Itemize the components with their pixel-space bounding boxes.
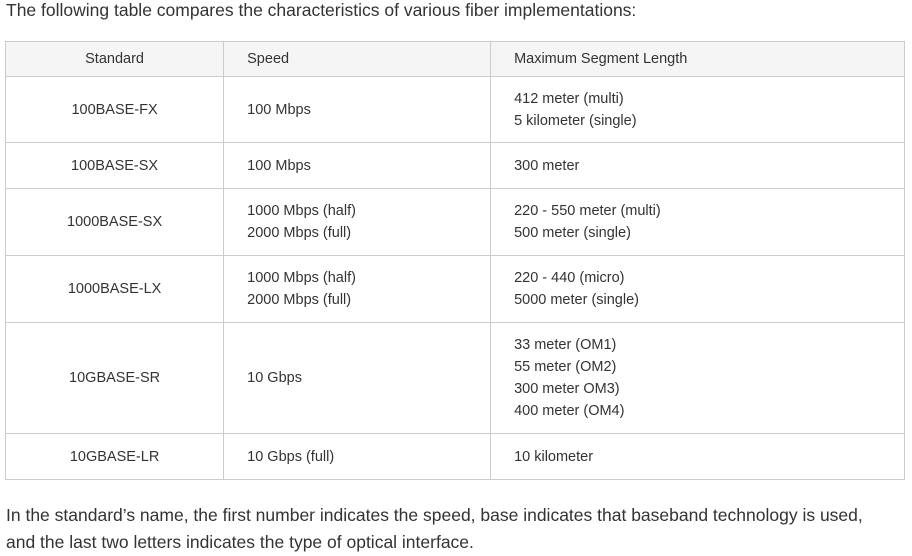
table-row: 10GBASE-LR 10 Gbps (full) 10 kilometer [4, 433, 905, 480]
length-line: 10 kilometer [514, 448, 594, 465]
cell-standard: 1000BASE-SX [4, 188, 225, 256]
fiber-comparison-table: Standard Speed Maximum Segment Length 10… [4, 41, 905, 480]
speed-line: 100 Mbps [247, 101, 311, 118]
length-line: 400 meter (OM4) [514, 403, 625, 419]
speed-line: 1000 Mbps (half) [247, 270, 356, 286]
cell-standard: 100BASE-SX [4, 142, 225, 189]
cell-standard: 10GBASE-SR [4, 322, 225, 434]
cell-speed: 1000 Mbps (half) 2000 Mbps (full) [223, 255, 492, 323]
table-body: 100BASE-FX 100 Mbps 412 meter (multi) 5 kil… [4, 76, 905, 480]
table-row: 10GBASE-SR 10 Gbps 33 meter (OM1) 55 meter … [4, 322, 905, 434]
table-row: 100BASE-FX 100 Mbps 412 meter (multi) 5 kil… [4, 76, 905, 143]
speed-line: 100 Mbps [247, 157, 311, 174]
speed-line: 10 Gbps [247, 370, 302, 386]
speed-line: 1000 Mbps (half) [247, 203, 356, 219]
length-line: 500 meter (single) [514, 225, 631, 241]
cell-speed: 100 Mbps [223, 142, 492, 189]
cell-standard: 10GBASE-LR [4, 433, 225, 480]
length-line: 220 - 550 meter (multi) [514, 203, 661, 219]
cell-max-segment-length: 10 kilometer [490, 433, 905, 480]
speed-line: 2000 Mbps (full) [247, 225, 352, 241]
intro-paragraph: The following table compares the charact… [6, 0, 637, 20]
cell-max-segment-length: 33 meter (OM1) 55 meter (OM2) 300 meter OM… [490, 322, 905, 434]
length-line: 33 meter (OM1) [514, 337, 617, 353]
cell-max-segment-length: 300 meter [490, 142, 905, 189]
length-line: 220 - 440 (micro) [514, 270, 625, 286]
cell-speed: 100 Mbps [223, 76, 492, 143]
table-header: Standard Speed Maximum Segment Length [4, 41, 905, 77]
header-max-segment-length: Maximum Segment Length [490, 41, 905, 77]
cell-standard: 100BASE-FX [4, 76, 225, 143]
length-line: 300 meter [514, 157, 580, 174]
speed-line: 10 Gbps (full) [247, 448, 335, 465]
cell-max-segment-length: 412 meter (multi) 5 kilometer (single) [490, 76, 905, 143]
outro-paragraph: In the standard’s name, the first number… [6, 505, 863, 552]
header-standard: Standard [4, 41, 225, 77]
cell-speed: 1000 Mbps (half) 2000 Mbps (full) [223, 188, 492, 256]
cell-max-segment-length: 220 - 440 (micro) 5000 meter (single) [490, 255, 905, 323]
cell-speed: 10 Gbps [223, 322, 492, 434]
header-row: Standard Speed Maximum Segment Length [4, 41, 905, 77]
speed-line: 2000 Mbps (full) [247, 292, 352, 308]
cell-speed: 10 Gbps (full) [223, 433, 492, 480]
length-line: 5000 meter (single) [514, 292, 639, 308]
header-speed: Speed [223, 41, 492, 77]
cell-max-segment-length: 220 - 550 meter (multi) 500 meter (single… [490, 188, 905, 256]
length-line: 55 meter (OM2) [514, 359, 617, 375]
cell-standard: 1000BASE-LX [4, 255, 225, 323]
length-line: 5 kilometer (single) [514, 112, 637, 129]
table-row: 100BASE-SX 100 Mbps 300 meter [4, 142, 905, 189]
table-row: 1000BASE-SX 1000 Mbps (half) 2000 Mbps (fu… [4, 188, 905, 256]
length-line: 412 meter (multi) [514, 90, 624, 107]
table-row: 1000BASE-LX 1000 Mbps (half) 2000 Mbps (fu… [4, 255, 905, 323]
length-line: 300 meter OM3) [514, 381, 620, 397]
